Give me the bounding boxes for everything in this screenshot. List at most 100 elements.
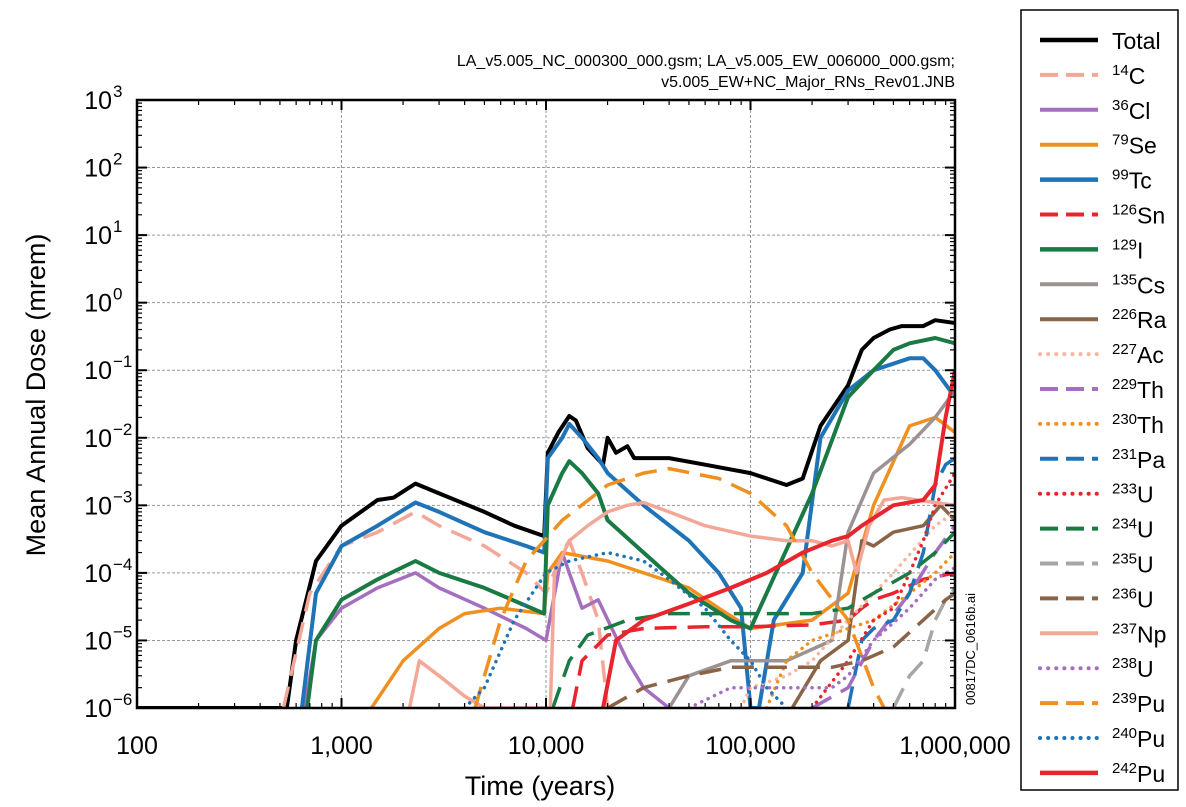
legend-box	[1020, 9, 1179, 791]
legend: Total14C36Cl79Se99Tc126Sn129I135Cs226Ra2…	[1038, 28, 1167, 787]
legend-label-135Cs: 135Cs	[1112, 271, 1165, 298]
legend-label-240Pu: 240Pu	[1112, 725, 1165, 752]
y-tick-label-exponent: 1	[113, 217, 122, 236]
legend-label-36Cl: 36Cl	[1112, 97, 1150, 124]
x-tick-label: 1,000,000	[899, 732, 1010, 760]
legend-mass-number: 99	[1112, 167, 1129, 184]
legend-mass-number: 242	[1112, 760, 1137, 777]
series-line-236U	[606, 591, 955, 708]
legend-element: Pa	[1137, 447, 1165, 473]
y-tick-label: 10	[84, 155, 112, 183]
legend-mass-number: 238	[1112, 655, 1137, 672]
legend-mass-number: 239	[1112, 690, 1137, 707]
series-line-230Th	[764, 550, 955, 708]
file-note-line-1: LA_v5.005_NC_000300_000.gsm; LA_v5.005_E…	[457, 53, 955, 70]
series-line-135Cs	[667, 389, 955, 708]
series-line-126Sn	[570, 571, 955, 708]
y-tick-label: 10	[84, 87, 112, 115]
legend-label-237Np: 237Np	[1112, 620, 1166, 647]
y-axis-label: Mean Annual Dose (mrem)	[21, 234, 51, 557]
series-line-239Pu	[473, 466, 886, 708]
series-line-231Pa	[846, 456, 955, 708]
legend-element: I	[1137, 237, 1143, 263]
legend-label-227Ac: 227Ac	[1112, 341, 1164, 368]
plot-curves	[137, 318, 955, 708]
legend-label-239Pu: 239Pu	[1112, 690, 1165, 717]
x-axis-label: Time (years)	[465, 771, 616, 801]
x-tick-label: 100,000	[705, 732, 795, 760]
legend-label-126Sn: 126Sn	[1112, 202, 1165, 229]
legend-label-231Pa: 231Pa	[1112, 446, 1165, 473]
legend-element: U	[1137, 586, 1154, 612]
legend-mass-number: 79	[1112, 132, 1129, 149]
y-tick-label-exponent: 3	[113, 82, 122, 101]
legend-mass-number: 126	[1112, 202, 1137, 219]
legend-mass-number: 237	[1112, 620, 1137, 637]
legend-element: U	[1137, 482, 1154, 508]
legend-mass-number: 240	[1112, 725, 1137, 742]
y-tick-label-exponent: 2	[113, 150, 122, 169]
legend-element: Ac	[1137, 342, 1164, 368]
legend-label-230Th: 230Th	[1112, 411, 1164, 438]
series-line-79Se	[369, 415, 955, 708]
y-tick-label: 10	[84, 492, 112, 520]
y-tick-label-exponent: −5	[113, 622, 132, 641]
legend-label-99Tc: 99Tc	[1112, 167, 1152, 194]
x-tick-label: 10,000	[508, 732, 584, 760]
series-line-Total	[137, 318, 955, 708]
legend-mass-number: 229	[1112, 376, 1137, 393]
legend-label-129I: 129I	[1112, 236, 1143, 263]
series-line-99Tc	[299, 356, 955, 708]
legend-label-242Pu: 242Pu	[1112, 760, 1165, 787]
y-tick-label-exponent: −1	[113, 352, 132, 371]
y-tick-label: 10	[84, 222, 112, 250]
series-line-233U	[810, 471, 955, 708]
legend-element: C	[1129, 63, 1146, 89]
legend-mass-number: 233	[1112, 481, 1137, 498]
legend-element: Sn	[1137, 203, 1165, 229]
legend-mass-number: 236	[1112, 585, 1137, 602]
legend-label-236U: 236U	[1112, 585, 1154, 612]
legend-element: Th	[1137, 412, 1164, 438]
y-tick-label-exponent: −6	[113, 690, 132, 709]
y-tick-label: 10	[84, 290, 112, 318]
x-axis-ticks: 100 1,000 10,000 100,000 1,000,000	[116, 100, 1011, 760]
y-tick-label-exponent: −4	[113, 555, 132, 574]
legend-label-Total: Total	[1112, 28, 1161, 54]
legend-label-14C: 14C	[1112, 62, 1145, 89]
legend-label-226Ra: 226Ra	[1112, 306, 1167, 333]
series-line-242Pu	[601, 369, 955, 708]
legend-element: Ra	[1137, 307, 1167, 333]
x-tick-label: 100	[116, 732, 158, 760]
legend-mass-number: 14	[1112, 62, 1129, 79]
series-line-226Ra	[790, 503, 955, 708]
legend-mass-number: 129	[1112, 236, 1137, 253]
legend-mass-number: 36	[1112, 97, 1129, 114]
legend-mass-number: 234	[1112, 516, 1137, 533]
legend-mass-number: 230	[1112, 411, 1137, 428]
legend-element: Cs	[1137, 272, 1165, 298]
legend-label-229Th: 229Th	[1112, 376, 1164, 403]
series-line-229Th	[811, 524, 955, 708]
legend-label-238U: 238U	[1112, 655, 1154, 682]
y-tick-label-exponent: −3	[113, 487, 132, 506]
y-tick-label: 10	[84, 627, 112, 655]
legend-element: U	[1137, 552, 1154, 578]
legend-label-234U: 234U	[1112, 516, 1154, 543]
y-tick-label-exponent: 0	[113, 285, 122, 304]
series-line-238U	[687, 565, 955, 708]
series-line-234U	[551, 530, 955, 708]
legend-label-79Se: 79Se	[1112, 132, 1157, 159]
legend-mass-number: 135	[1112, 271, 1137, 288]
legend-element: U	[1137, 517, 1154, 543]
legend-element: Cl	[1129, 98, 1151, 124]
legend-mass-number: 226	[1112, 306, 1137, 323]
series-line-129I	[305, 336, 955, 708]
legend-mass-number: 227	[1112, 341, 1137, 358]
legend-element: Tc	[1129, 168, 1152, 194]
legend-label-233U: 233U	[1112, 481, 1154, 508]
legend-element: U	[1137, 656, 1154, 682]
